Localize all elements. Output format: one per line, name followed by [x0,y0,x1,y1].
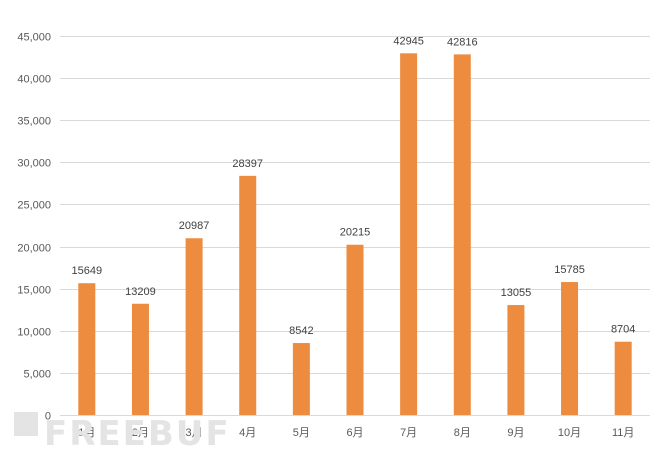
data-label: 20215 [340,227,371,239]
bars [78,53,632,415]
bar [614,341,632,415]
data-label: 28397 [232,158,263,170]
y-tick-label: 15,000 [17,285,51,297]
y-tick-label: 10,000 [17,327,51,339]
data-label: 20987 [179,220,210,232]
bar [400,53,418,415]
bar [78,283,96,415]
y-axis-ticks: 0 5,000 10,000 15,000 20,000 25,000 30,000 35,0… [17,32,51,423]
y-tick-label: 20,000 [17,243,51,255]
data-labels: 15649 13209 20987 28397 8542 20215 42945 42816 1… [72,35,636,337]
x-axis-ticks: 1月 2月 3月 4月 5月 6月 7月 8月 9月 10月 11月 [78,427,634,439]
x-tick-label: 8月 [454,427,471,439]
watermark-icon [14,412,38,436]
x-tick-label: 11月 [612,427,634,439]
x-tick-label: 9月 [507,427,524,439]
data-label: 13055 [501,287,532,299]
y-tick-label: 25,000 [17,200,51,212]
bar [185,238,203,415]
x-tick-label: 3月 [186,427,203,439]
x-tick-label: 1月 [78,427,95,439]
data-label: 8704 [611,324,635,336]
bar [292,343,310,415]
bar [561,282,579,415]
x-tick-label: 7月 [400,427,417,439]
data-label: 13209 [125,286,156,298]
y-tick-label: 0 [45,411,51,423]
x-tick-label: 10月 [558,427,581,439]
bar [239,175,257,415]
y-tick-label: 40,000 [17,74,51,86]
bar [453,54,471,415]
y-tick-label: 45,000 [17,32,51,44]
data-label: 42816 [447,36,478,48]
x-tick-label: 2月 [132,427,149,439]
bar [131,303,149,415]
data-label: 8542 [289,325,313,337]
x-tick-label: 4月 [239,427,256,439]
data-label: 42945 [393,35,424,47]
y-tick-label: 35,000 [17,116,51,128]
bar [507,305,525,415]
data-label: 15785 [554,264,585,276]
watermark-text: FREEBUF [44,414,231,454]
y-tick-label: 30,000 [17,158,51,170]
bar [346,244,364,415]
x-tick-label: 5月 [293,427,310,439]
y-tick-label: 5,000 [23,369,51,381]
data-label: 15649 [72,265,103,277]
x-tick-label: 6月 [346,427,363,439]
watermark-logo: FREEBUF [14,412,231,454]
